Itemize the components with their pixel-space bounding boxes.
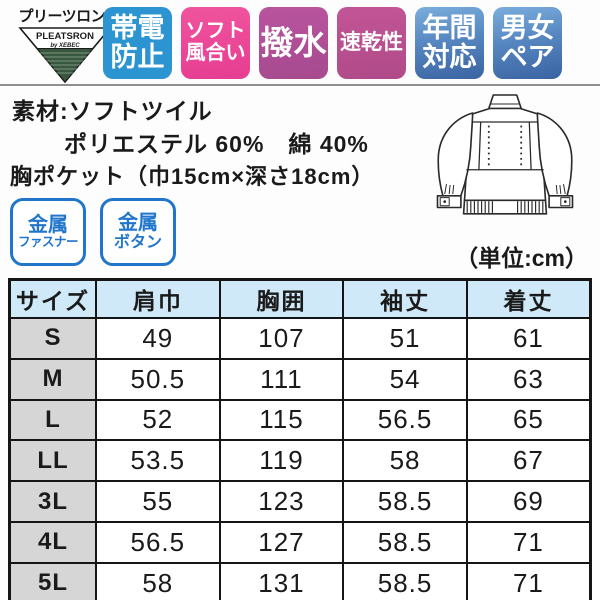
cell-value: 58.5 [342,520,468,564]
col-header-sleeve-length: 袖丈 [342,278,468,319]
badge-year-round: 年間 対応 [415,7,484,79]
badge-soft-texture: ソフト 風合い [181,7,250,79]
badge-unisex-pair: 男女 ペア [493,7,562,79]
size-label: M [8,357,97,401]
feature-badge-row: 帯電 防止 ソフト 風合い 撥水 速乾性 年間 対応 男女 ペア [103,7,562,79]
badge-antistatic-line1: 帯電 [110,12,165,43]
table-row: S 49 107 51 61 [8,317,592,360]
size-label: 4L [8,520,97,564]
badge-quick-dry: 速乾性 [337,7,406,79]
badge-metal-zipper-line2: ファスナー [17,235,79,250]
badge-metal-button: 金属 ボタン [100,198,176,266]
cell-value: 63 [465,357,592,401]
cell-value: 51 [342,317,468,360]
table-row: 5L 58 131 58.5 71 [8,561,592,600]
badge-metal-zipper-line1: 金属 [28,214,68,237]
divider-line [0,84,600,86]
badge-metal-button-line2: ボタン [113,234,162,252]
brand-name: プリーツロン® [13,5,116,26]
cell-value: 61 [465,317,592,360]
table-row: L 52 115 56.5 65 [8,398,592,442]
badge-soft-texture-line2: 風合い [185,42,246,64]
cell-value: 58 [342,439,468,483]
col-header-shoulder-width: 肩巾 [95,278,221,319]
size-label: S [8,317,97,360]
size-label: 3L [8,480,97,523]
table-row: 4L 56.5 127 58.5 71 [8,520,592,564]
size-label: LL [8,439,97,483]
cell-value: 56.5 [342,398,468,442]
cell-value: 67 [465,439,592,483]
col-header-body-length: 着丈 [465,278,592,319]
badge-metal-zipper: 金属 ファスナー [10,198,86,266]
cell-value: 58 [95,561,221,600]
size-table: サイズ 肩巾 胸囲 袖丈 着丈 S 49 107 51 61 M 50.5 11… [8,278,592,600]
cell-value: 115 [218,398,345,442]
cell-value: 127 [218,520,345,564]
cell-value: 58.5 [342,480,468,523]
cell-value: 71 [465,520,592,564]
size-table-header-row: サイズ 肩巾 胸囲 袖丈 着丈 [8,278,592,319]
brand-triangle-logo-icon: PLEATSRON by XEBEC [17,27,112,84]
badge-quick-dry-label: 速乾性 [340,30,403,54]
col-header-chest: 胸囲 [218,278,345,319]
hardware-badge-row: 金属 ファスナー 金属 ボタン [10,198,176,266]
brand-byline: by XEBEC [50,43,80,49]
brand-name-katakana: プリーツロン [18,8,106,25]
cell-value: 119 [218,439,345,483]
badge-year-round-line2: 対応 [422,42,477,72]
unit-note: （単位:cm） [455,245,588,271]
badge-antistatic: 帯電 防止 [103,7,172,79]
badge-soft-texture-line1: ソフト [185,20,246,43]
cell-value: 69 [465,480,592,523]
cell-value: 50.5 [95,357,221,401]
cell-value: 123 [218,480,345,523]
brand-logo: プリーツロン® PLEATSRON by XEBEC [13,5,116,84]
badge-metal-button-line1: 金属 [118,212,158,235]
jacket-back-illustration [436,94,574,215]
cell-value: 71 [465,561,592,600]
size-label: L [8,398,97,442]
table-row: M 50.5 111 54 63 [8,357,592,401]
cell-value: 53.5 [95,439,221,483]
cell-value: 52 [95,398,221,442]
badge-water-repellent-label: 撥水 [260,24,327,62]
material-label: 素材:ソフトツイル [12,98,213,124]
badge-unisex-pair-line1: 男女 [500,12,555,43]
cell-value: 49 [95,317,221,360]
cell-value: 111 [218,357,345,401]
cell-value: 131 [218,561,345,600]
table-row: 3L 55 123 58.5 69 [8,480,592,523]
badge-antistatic-line2: 防止 [110,42,165,72]
cell-value: 54 [342,357,468,401]
col-header-size: サイズ [8,278,97,319]
cell-value: 107 [218,317,345,360]
material-composition: ポリエステル 60% 綿 40% [64,131,369,157]
cell-value: 58.5 [342,561,468,600]
table-row: LL 53.5 119 58 67 [8,439,592,483]
brand-name-roman: PLEATSRON [36,31,94,42]
cell-value: 65 [465,398,592,442]
badge-year-round-line1: 年間 [422,12,477,43]
badge-unisex-pair-line2: ペア [500,42,555,72]
pocket-info: 胸ポケット（巾15cm×深さ18cm） [10,164,375,189]
cell-value: 56.5 [95,520,221,564]
cell-value: 55 [95,480,221,523]
badge-water-repellent: 撥水 [259,7,328,79]
size-label: 5L [8,561,97,600]
